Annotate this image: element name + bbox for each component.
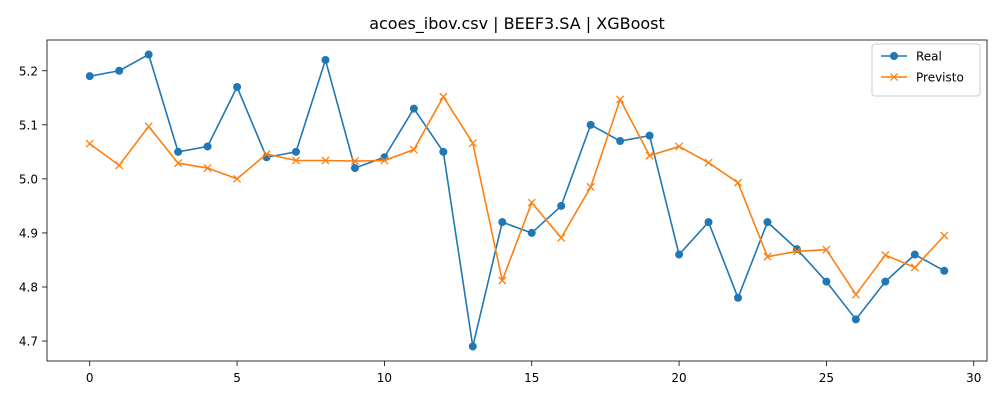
x-tick-label: 15: [524, 371, 539, 385]
data-point: [439, 92, 448, 101]
data-point: [675, 142, 684, 151]
data-point: [910, 250, 919, 259]
data-point: [291, 156, 301, 165]
y-tick-label: 4.7: [19, 335, 38, 349]
plot-frame: [46, 39, 988, 362]
data-point: [174, 147, 183, 156]
data-point: [763, 252, 772, 261]
data-point: [881, 277, 890, 286]
data-point: [733, 178, 743, 187]
data-point: [527, 198, 536, 207]
data-point: [645, 151, 654, 160]
data-point: [439, 147, 448, 156]
data-point: [675, 250, 684, 259]
data-point: [881, 251, 890, 260]
series-previsto: [85, 92, 949, 299]
data-point: [203, 164, 212, 173]
data-point: [291, 147, 300, 156]
data-point: [85, 139, 94, 148]
data-point: [822, 245, 831, 254]
legend: Real Previsto: [871, 43, 981, 97]
x-tick-label: 20: [671, 371, 686, 385]
data-point: [940, 266, 949, 275]
data-point: [468, 342, 477, 351]
chart-title: acoes_ibov.csv | BEEF3.SA | XGBoost: [369, 14, 665, 34]
series-line: [89, 53, 945, 348]
legend-label: Previsto: [916, 71, 964, 85]
series-line: [89, 95, 945, 296]
data-point: [734, 293, 743, 302]
data-point: [233, 82, 242, 91]
data-point: [557, 201, 566, 210]
data-point: [586, 120, 595, 129]
data-point: [616, 95, 625, 104]
axes: 0 5 10 15 20 25 30 4.7 4.8 4.9 5.0 5.1 5.2: [19, 39, 988, 385]
y-tick-label: 4.9: [19, 226, 38, 240]
x-tick-label: 25: [819, 371, 834, 385]
x-tick-label: 10: [377, 371, 392, 385]
x-tick-label: 5: [233, 371, 241, 385]
data-point: [409, 145, 418, 154]
series-layer: [85, 50, 949, 351]
data-point: [85, 72, 94, 81]
data-point: [616, 137, 625, 146]
legend-label: Real: [916, 50, 942, 64]
legend-marker: [889, 72, 899, 82]
data-point: [321, 55, 330, 64]
data-point: [350, 164, 359, 173]
data-point: [350, 156, 359, 166]
data-point: [704, 158, 713, 167]
data-point: [144, 50, 153, 59]
data-point: [115, 66, 124, 75]
data-point: [763, 218, 772, 227]
series-real: [85, 50, 949, 351]
data-point: [557, 233, 566, 242]
data-point: [851, 290, 860, 299]
x-tick-label: 0: [86, 371, 94, 385]
data-point: [822, 277, 831, 286]
data-point: [586, 182, 595, 192]
legend-item: Previsto: [881, 71, 964, 85]
data-point: [498, 218, 507, 227]
data-point: [380, 156, 389, 165]
y-tick-label: 4.8: [19, 280, 38, 294]
data-point: [498, 276, 507, 285]
data-point: [409, 104, 418, 113]
y-tick-label: 5.0: [19, 172, 38, 186]
legend-marker: [890, 52, 898, 60]
data-point: [203, 142, 212, 151]
data-point: [115, 161, 124, 170]
data-point: [940, 231, 949, 240]
data-point: [468, 139, 477, 148]
data-point: [321, 156, 330, 165]
legend-box: [871, 43, 981, 97]
data-point: [704, 218, 713, 227]
data-point: [233, 174, 242, 183]
y-tick-label: 5.2: [19, 64, 38, 78]
data-point: [645, 131, 654, 140]
data-point: [527, 228, 536, 237]
y-tick-label: 5.1: [19, 118, 38, 132]
data-point: [262, 149, 271, 159]
data-point: [144, 122, 153, 131]
data-point: [174, 159, 183, 168]
legend-item: Real: [881, 50, 942, 64]
data-point: [910, 263, 919, 272]
data-point: [792, 247, 801, 256]
data-point: [851, 315, 860, 324]
x-tick-label: 30: [966, 371, 981, 385]
